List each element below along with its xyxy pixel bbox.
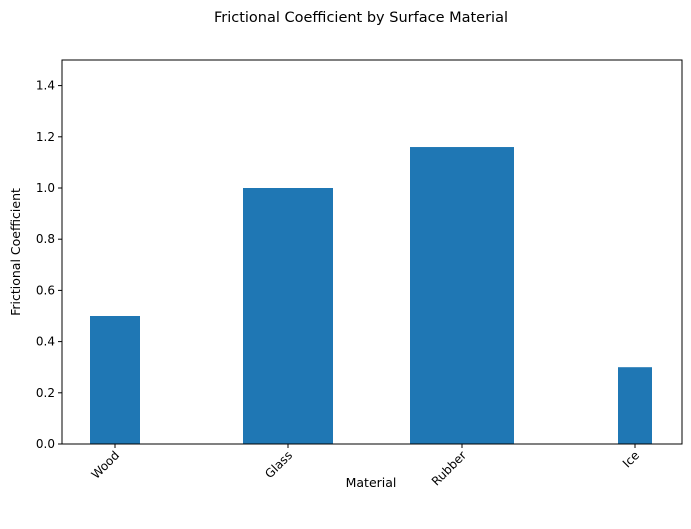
bar-glass <box>243 188 333 444</box>
y-tick-label: 1.2 <box>36 130 55 144</box>
y-tick-label: 0.8 <box>36 232 55 246</box>
x-tick-label: Glass <box>262 448 295 481</box>
bar-ice <box>618 367 652 444</box>
bars-group <box>90 147 652 445</box>
chart-title: Frictional Coefficient by Surface Materi… <box>214 10 508 26</box>
y-tick-label: 0.4 <box>36 335 55 349</box>
x-axis-label: Material <box>346 475 397 490</box>
y-axis: 0.0 0.2 0.4 0.6 0.8 1.0 1.2 1.4 <box>36 79 62 451</box>
bar-wood <box>90 316 140 444</box>
y-axis-label: Frictional Coefficient <box>8 188 23 316</box>
y-tick-label: 1.0 <box>36 181 55 195</box>
y-tick-label: 0.0 <box>36 437 55 451</box>
y-tick-label: 1.4 <box>36 79 55 93</box>
bar-rubber <box>410 147 514 445</box>
x-tick-label: Rubber <box>429 448 469 488</box>
y-tick-label: 0.6 <box>36 283 55 297</box>
x-tick-label: Ice <box>620 448 642 470</box>
x-tick-label: Wood <box>89 448 123 482</box>
plot-frame <box>61 59 683 445</box>
y-tick-label: 0.2 <box>36 386 55 400</box>
